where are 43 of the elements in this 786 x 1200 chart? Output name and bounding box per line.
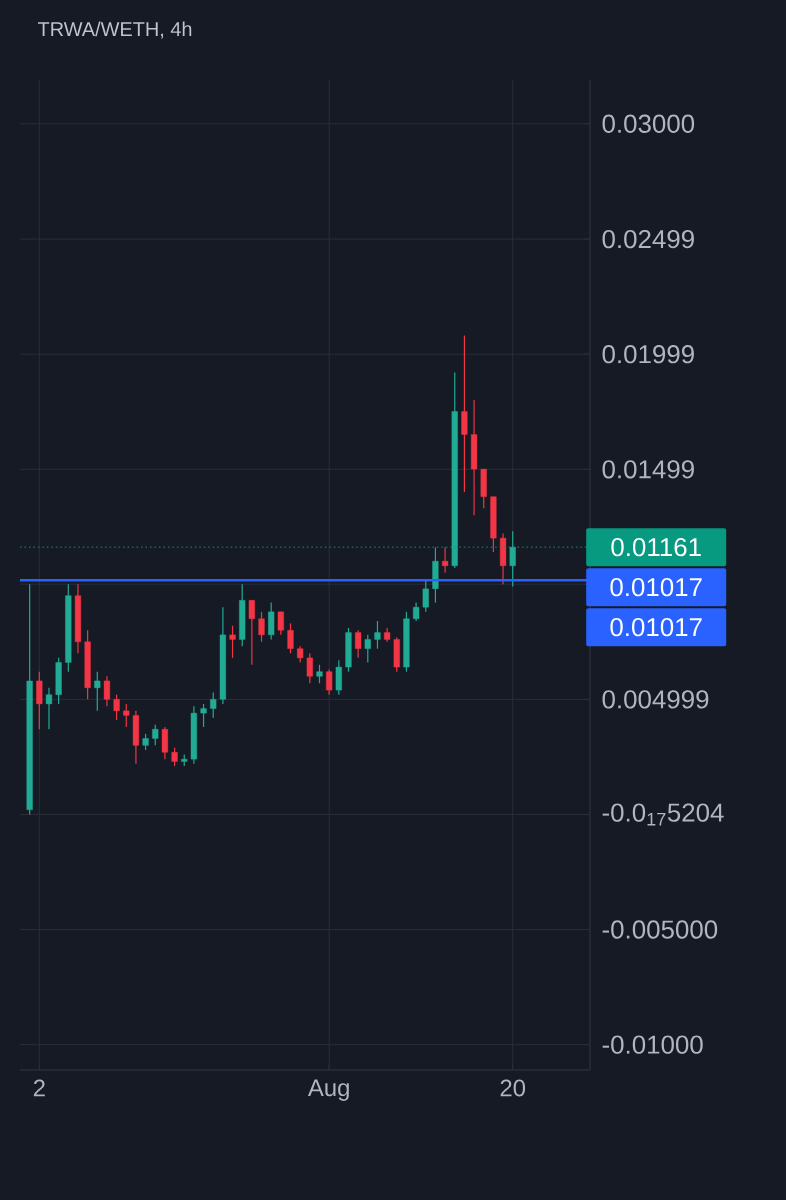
candlestick xyxy=(123,703,130,728)
candlestick xyxy=(268,602,275,641)
candlestick xyxy=(461,334,468,493)
ref-line-label: 0.01017 xyxy=(610,577,702,597)
y-tick-label: -0.01000 xyxy=(602,1035,703,1054)
candlestick xyxy=(364,634,371,664)
candlestick xyxy=(258,611,265,643)
y-tick-label: 0.03000 xyxy=(602,114,695,133)
candlestick xyxy=(355,629,362,659)
candlestick xyxy=(113,694,120,721)
candlestick xyxy=(94,671,101,712)
candlestick xyxy=(45,687,53,730)
y-tick-label: -0.0$_{17}$5204 xyxy=(602,803,724,826)
candlestick xyxy=(36,671,43,730)
y-tick-label: 0.01999 xyxy=(602,345,694,364)
candlestick xyxy=(287,622,294,654)
candlestick xyxy=(441,546,449,574)
candlestick xyxy=(200,703,207,728)
candlestick xyxy=(277,611,284,636)
ref-line-label: 0.01161 xyxy=(611,537,701,557)
candlestick xyxy=(248,599,255,666)
x-tick-label: 2 xyxy=(33,1079,45,1097)
candlestick xyxy=(229,625,236,659)
candlestick xyxy=(316,664,323,684)
x-tick-label: Aug xyxy=(307,1079,349,1101)
candlestick xyxy=(326,668,333,696)
candlestick xyxy=(306,652,313,684)
y-tick-label: -0.005000 xyxy=(602,920,718,939)
candlestick xyxy=(103,675,111,707)
y-tick-label: 0.01499 xyxy=(602,460,694,479)
chart-title: TRWA/WETH, 4h xyxy=(37,21,192,39)
candlestick xyxy=(374,620,381,650)
y-tick-label: 0.004999 xyxy=(602,690,709,709)
candlestick xyxy=(171,747,178,767)
x-tick-label: 20 xyxy=(500,1079,526,1097)
candlestick xyxy=(509,530,516,588)
text: 0.01017 xyxy=(610,617,702,637)
y-tick-label: 0.02499 xyxy=(602,229,694,249)
candlestick xyxy=(161,726,169,760)
candlestick xyxy=(335,659,342,696)
candlestick xyxy=(413,602,420,622)
candlestick xyxy=(210,691,217,719)
candlestick xyxy=(152,724,159,746)
